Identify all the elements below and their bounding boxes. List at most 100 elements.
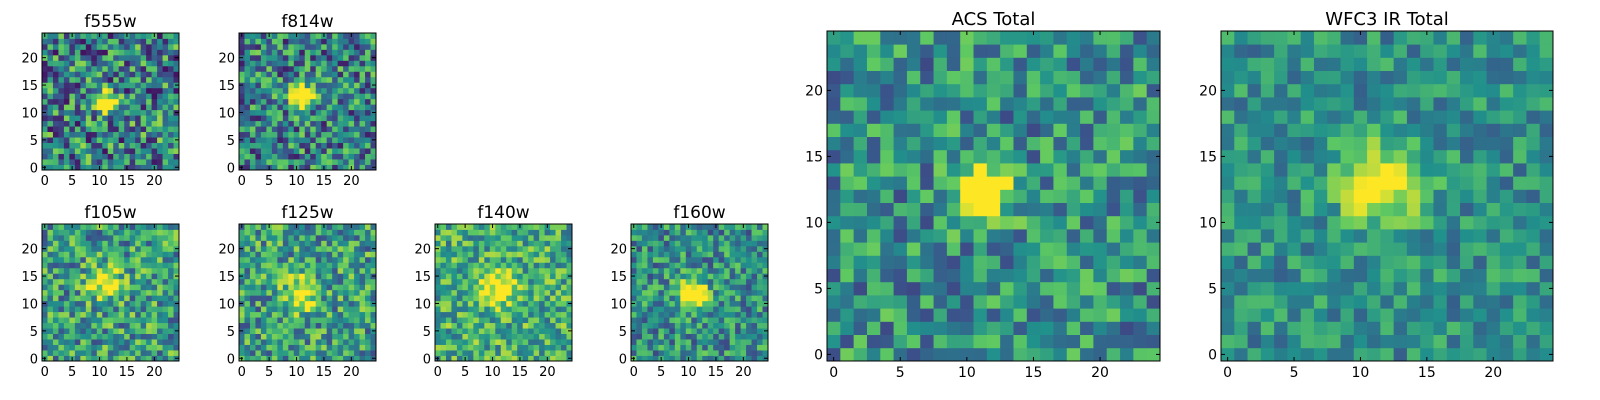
heatmap-cell [561, 273, 567, 280]
heatmap-cell [85, 273, 92, 280]
heatmap-cell [102, 38, 109, 45]
heatmap-cell [315, 339, 322, 345]
heatmap-cell [1221, 176, 1235, 190]
heatmap-cell [658, 311, 665, 318]
heatmap-cell [255, 278, 262, 285]
heatmap-cell [249, 284, 256, 291]
heatmap-cell [91, 344, 98, 351]
heatmap-cell [762, 229, 769, 236]
heatmap-cell [1274, 242, 1288, 256]
heatmap-cell [332, 328, 339, 334]
heatmap-cell [315, 333, 322, 340]
heatmap-cell [973, 57, 988, 71]
heatmap-cell [478, 278, 485, 285]
heatmap-cell [173, 289, 180, 296]
heatmap-cell [80, 109, 87, 116]
heatmap-cell [740, 284, 747, 291]
heatmap-cell [146, 322, 152, 329]
heatmap-cell [533, 300, 540, 307]
heatmap-cell [840, 110, 855, 124]
heatmap-cell [561, 306, 567, 313]
heatmap-cell [168, 115, 174, 122]
heatmap-cell [370, 339, 377, 345]
y-tick-label: 20 [414, 243, 431, 258]
heatmap-cell [293, 229, 300, 236]
x-tick-label: 10 [288, 365, 305, 380]
heatmap-cell [652, 245, 659, 252]
heatmap-cell [680, 267, 687, 274]
heatmap-cell [1513, 347, 1527, 362]
heatmap-cell [239, 234, 245, 241]
heatmap-cell [255, 142, 262, 149]
heatmap-cell [80, 38, 87, 45]
chart-title: f125w [281, 203, 333, 223]
heatmap-cell [282, 148, 289, 154]
heatmap-cell [282, 115, 289, 122]
heatmap-cell [680, 328, 687, 334]
heatmap-cell [277, 273, 284, 280]
heatmap-cell [47, 333, 54, 340]
heatmap-cell [933, 242, 948, 256]
heatmap-cell [244, 317, 251, 324]
heatmap-cell [1080, 83, 1094, 98]
heatmap-cell [96, 49, 103, 56]
heatmap-cell [735, 311, 741, 318]
heatmap-cell [1300, 295, 1315, 309]
heatmap-cell [1287, 308, 1302, 322]
heatmap-cell [69, 333, 76, 340]
heatmap-cell [168, 60, 174, 67]
heatmap-cell [107, 137, 114, 143]
heatmap-cell [1133, 176, 1148, 190]
y-tick-label: 20 [21, 52, 38, 67]
heatmap-cell [1433, 295, 1448, 309]
heatmap-cell [359, 229, 366, 236]
heatmap-cell [244, 137, 251, 143]
heatmap-cell [1013, 347, 1028, 362]
heatmap-cell [751, 317, 758, 324]
heatmap-cell [168, 256, 174, 263]
heatmap-cell [91, 229, 98, 236]
heatmap-cell [42, 142, 48, 149]
heatmap-cell [740, 256, 747, 263]
heatmap-cell [1353, 149, 1368, 164]
y-tick-label: 10 [21, 106, 38, 121]
heatmap-cell [277, 224, 284, 230]
heatmap-cell [652, 284, 659, 291]
heatmap-cell [173, 339, 180, 345]
heatmap-cell [47, 251, 54, 258]
heatmap-cell [168, 153, 174, 160]
heatmap-cell [91, 126, 98, 133]
heatmap-cell [255, 300, 262, 307]
heatmap-cell [140, 82, 147, 89]
heatmap-cell [74, 322, 81, 329]
heatmap-cell [866, 97, 881, 111]
heatmap-cell [58, 295, 65, 302]
heatmap-cell [293, 350, 300, 356]
heatmap-cell [680, 256, 687, 263]
heatmap-cell [467, 245, 474, 252]
heatmap-cell [946, 97, 961, 111]
heatmap-cell [1133, 163, 1148, 177]
heatmap-cell [299, 82, 306, 89]
heatmap-cell [315, 87, 322, 94]
heatmap-cell [1053, 308, 1068, 322]
heatmap-cell [58, 317, 65, 324]
heatmap-cell [271, 148, 278, 154]
heatmap-cell [1133, 202, 1148, 217]
heatmap-cell [1367, 189, 1381, 203]
heatmap-cell [102, 159, 109, 165]
heatmap-cell [96, 350, 103, 356]
heatmap-cell [332, 256, 339, 263]
heatmap-cell [157, 109, 163, 116]
heatmap-cell [906, 176, 921, 190]
heatmap-cell [52, 333, 59, 340]
heatmap-cell [1499, 189, 1514, 203]
heatmap-cell [467, 311, 474, 318]
heatmap-cell [249, 267, 256, 274]
heatmap-cell [1066, 97, 1081, 111]
heatmap-cell [893, 281, 908, 296]
heatmap-cell [58, 355, 65, 362]
heatmap-cell [282, 126, 289, 133]
heatmap-cell [354, 76, 360, 83]
heatmap-cell [478, 311, 485, 318]
